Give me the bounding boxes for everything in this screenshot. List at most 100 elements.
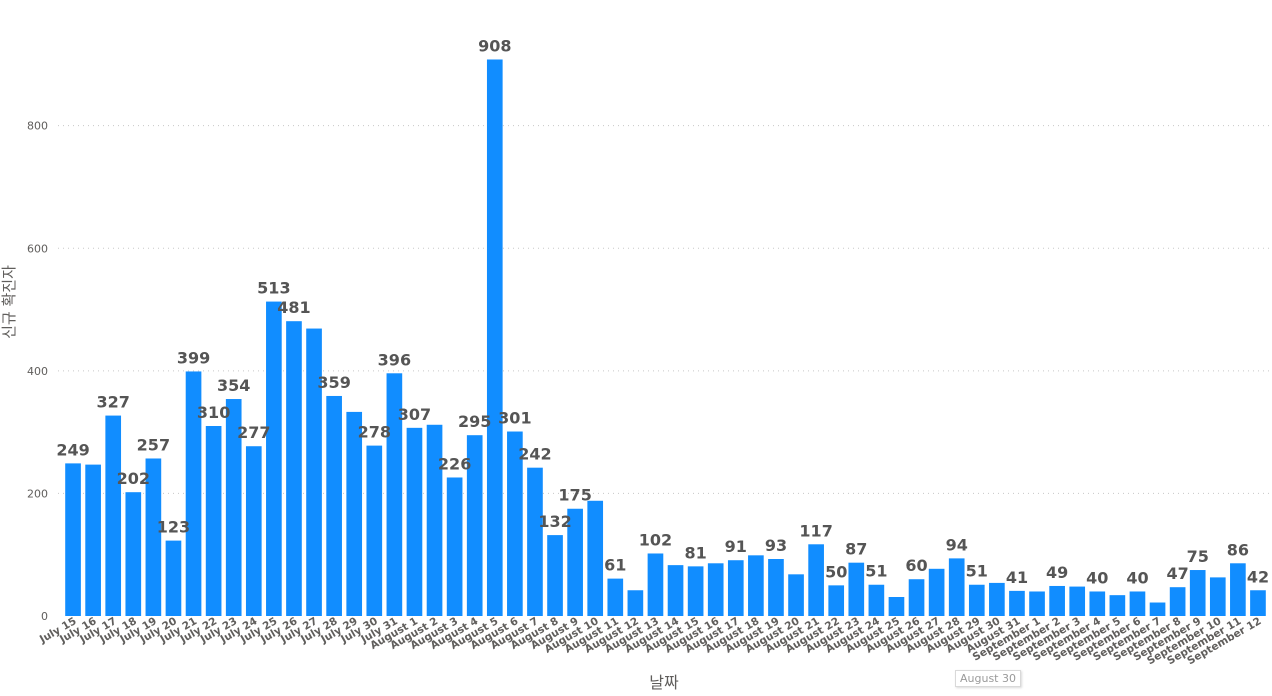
bar <box>507 431 523 616</box>
data-label: 481 <box>277 298 310 317</box>
data-label: 91 <box>725 537 747 556</box>
data-label: 117 <box>799 521 832 540</box>
bar <box>768 559 784 616</box>
data-label: 396 <box>378 350 411 369</box>
bar <box>627 590 644 616</box>
data-label: 75 <box>1187 547 1209 566</box>
bar <box>527 467 543 616</box>
data-label: 42 <box>1247 567 1269 586</box>
bar <box>727 560 744 616</box>
bar <box>788 574 804 616</box>
data-label: 202 <box>117 469 150 488</box>
data-label: 354 <box>217 376 250 395</box>
data-label: 86 <box>1227 540 1249 559</box>
data-label: 94 <box>946 535 968 554</box>
bar <box>828 585 845 616</box>
y-tick-label: 800 <box>27 120 48 133</box>
data-label: 226 <box>438 454 471 473</box>
bar <box>426 424 443 616</box>
bar <box>1209 577 1226 616</box>
y-tick-label: 200 <box>27 487 48 500</box>
bar <box>968 584 985 616</box>
bar <box>185 371 202 616</box>
data-label: 51 <box>966 562 988 581</box>
bar <box>1129 591 1146 616</box>
bar <box>1069 586 1086 616</box>
data-label: 301 <box>498 409 531 428</box>
data-label: 175 <box>558 486 591 505</box>
bar <box>145 458 162 616</box>
y-axis-ticks: 0 200 400 600 800 <box>27 120 48 623</box>
bar <box>306 328 322 616</box>
data-label: 359 <box>317 373 350 392</box>
bar <box>266 301 282 616</box>
bar <box>748 555 764 616</box>
bar <box>245 446 262 616</box>
bar <box>908 579 925 616</box>
bar <box>125 492 142 616</box>
bar <box>1189 570 1206 616</box>
bar <box>446 477 463 616</box>
data-label: 102 <box>639 530 672 549</box>
bar <box>386 373 403 616</box>
data-label: 513 <box>257 279 290 298</box>
data-label: 50 <box>825 562 847 581</box>
data-label: 123 <box>157 518 190 537</box>
data-label: 307 <box>398 405 431 424</box>
data-label: 327 <box>97 393 130 412</box>
data-label: 242 <box>518 445 551 464</box>
bar <box>105 415 122 616</box>
bar <box>1049 585 1065 616</box>
bar <box>1089 591 1106 616</box>
bar <box>989 582 1005 616</box>
bar <box>1169 587 1186 616</box>
bar <box>326 395 342 616</box>
data-label: 40 <box>1126 568 1148 587</box>
bar <box>547 535 563 616</box>
bar <box>225 399 242 616</box>
data-label: 249 <box>56 440 89 459</box>
bar <box>848 562 865 616</box>
bar <box>65 463 81 616</box>
data-label: 81 <box>684 543 706 562</box>
bar <box>928 568 945 616</box>
bar <box>1250 590 1266 616</box>
bar <box>165 540 182 616</box>
bar <box>1149 602 1166 616</box>
data-label: 278 <box>358 423 391 442</box>
data-label: 51 <box>865 562 887 581</box>
bar <box>85 464 101 616</box>
bar <box>587 500 604 616</box>
bar <box>1009 590 1025 616</box>
bar <box>707 563 724 616</box>
y-tick-label: 400 <box>27 365 48 378</box>
bar <box>868 584 885 616</box>
data-label: 49 <box>1046 563 1068 582</box>
hover-tooltip: August 30 <box>955 670 1021 687</box>
bar <box>1230 563 1246 616</box>
bar <box>286 321 302 616</box>
y-tick-label: 600 <box>27 242 48 255</box>
data-label: 310 <box>197 403 230 422</box>
data-label: 47 <box>1166 564 1188 583</box>
bar <box>406 427 423 616</box>
data-label: 132 <box>538 512 571 531</box>
bar <box>1109 595 1126 616</box>
data-label: 41 <box>1006 568 1028 587</box>
data-label: 61 <box>604 556 626 575</box>
data-label: 908 <box>478 36 511 55</box>
bar <box>205 426 222 616</box>
data-label: 60 <box>905 556 927 575</box>
bar <box>667 565 684 616</box>
data-label: 87 <box>845 540 867 559</box>
bar <box>466 435 483 616</box>
x-axis-title: 날짜 <box>649 673 679 692</box>
bar <box>808 544 824 616</box>
bar <box>486 59 503 616</box>
bar <box>948 558 965 616</box>
data-label: 93 <box>765 536 787 555</box>
